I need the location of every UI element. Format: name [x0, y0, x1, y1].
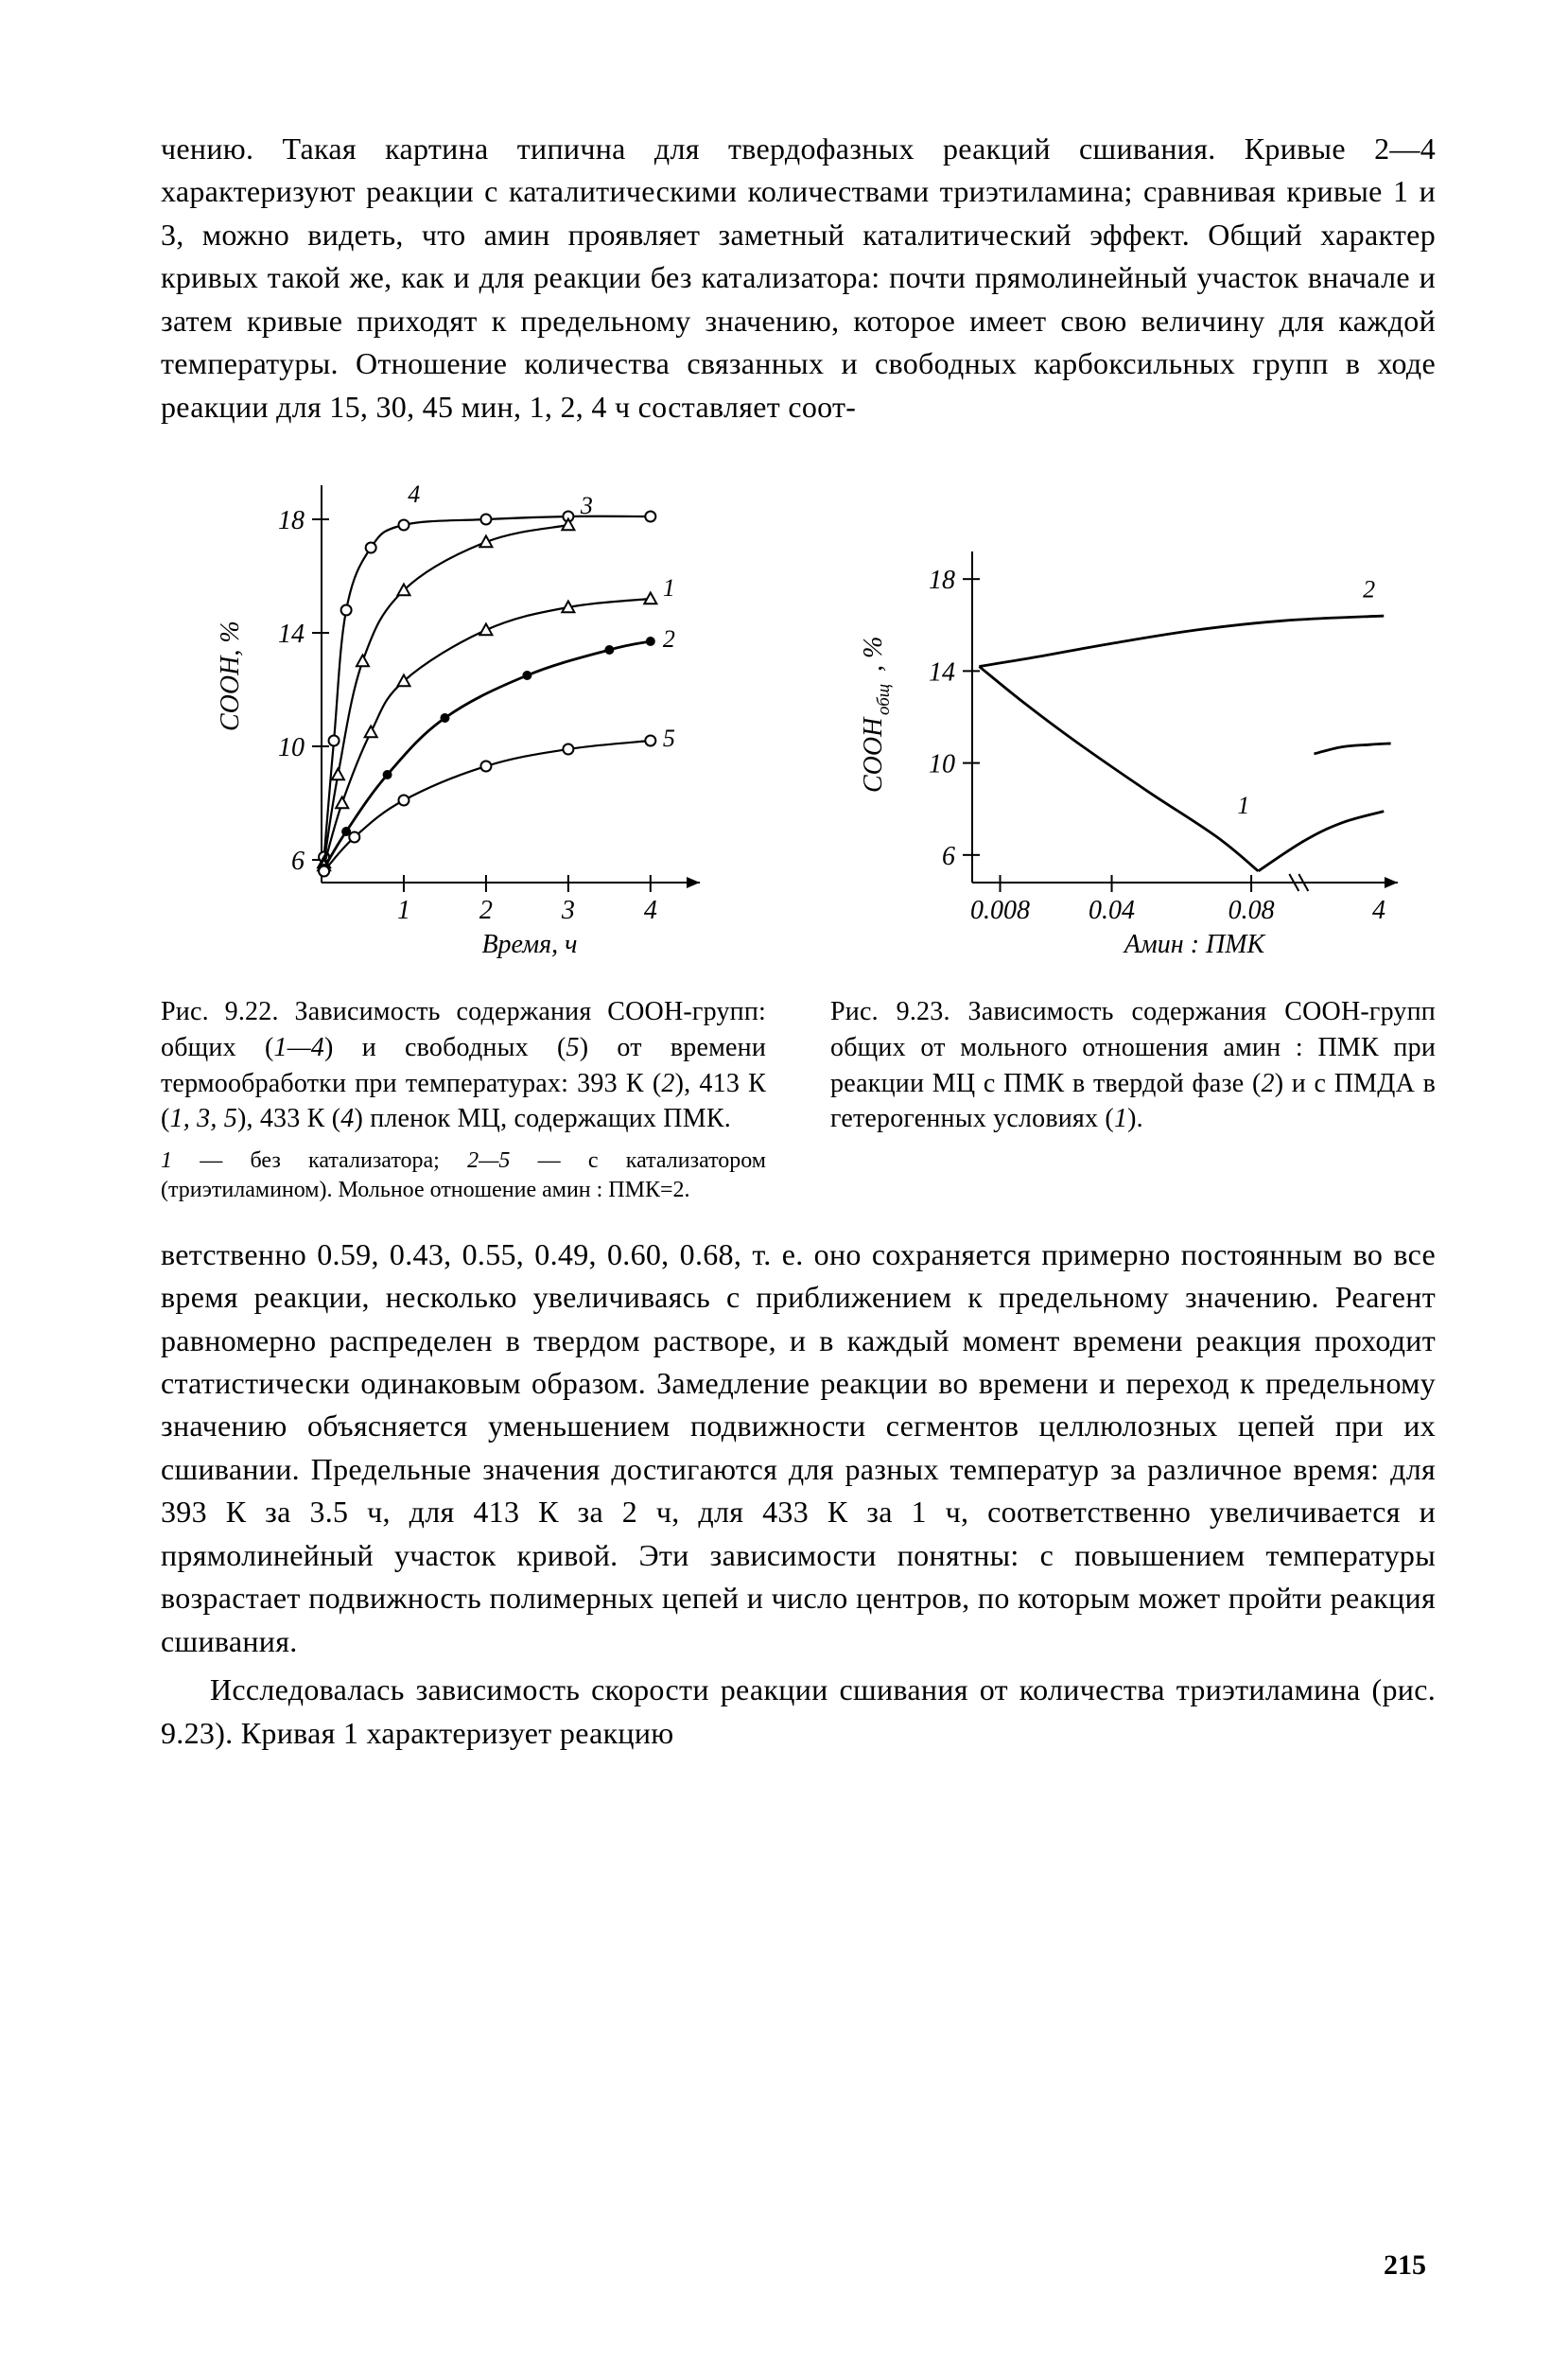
- chart-922: 6 10 14 18 1 2 3 4 СООН, % Время, ч 4 3 1 2 5: [199, 466, 728, 968]
- svg-text:4: 4: [644, 896, 657, 925]
- svg-text:2: 2: [663, 625, 675, 653]
- paragraph-mid: ветственно 0.59, 0.43, 0.55, 0.49, 0.60,…: [161, 1233, 1436, 1663]
- svg-text:14: 14: [929, 657, 955, 687]
- svg-text:1: 1: [663, 574, 675, 602]
- svg-text:общ: общ: [874, 684, 894, 715]
- svg-text:0.008: 0.008: [970, 896, 1030, 925]
- svg-text:18: 18: [929, 566, 955, 595]
- svg-text:2: 2: [1363, 576, 1375, 604]
- figure-923: 6 10 14 18 0.008 0.04 0.08 4 СООНобщ , % Амин : ПМ…: [830, 466, 1436, 1205]
- page: чению. Такая картина типична для твердоф…: [0, 0, 1568, 2362]
- svg-text:4: 4: [1372, 896, 1385, 925]
- figure-922: 6 10 14 18 1 2 3 4 СООН, % Время, ч 4 3 1 2 5 Рис. 9.2…: [161, 466, 766, 1205]
- paragraph-top: чению. Такая картина типична для твердоф…: [161, 128, 1436, 429]
- svg-text:10: 10: [278, 733, 305, 762]
- paragraph-end: Исследовалась зависимость скорости реакц…: [161, 1669, 1436, 1755]
- svg-text:Амин : ПМК: Амин : ПМК: [1123, 930, 1266, 959]
- svg-text:Время, ч: Время, ч: [481, 930, 577, 959]
- svg-text:1: 1: [397, 896, 410, 925]
- svg-text:0.04: 0.04: [1089, 896, 1135, 925]
- page-number: 215: [1384, 2246, 1426, 2286]
- svg-text:5: 5: [663, 725, 675, 752]
- svg-text:10: 10: [929, 750, 955, 779]
- svg-text:3: 3: [580, 492, 593, 519]
- svg-text:2: 2: [479, 896, 493, 925]
- svg-text:6: 6: [291, 847, 305, 876]
- fig922-caption: Рис. 9.22. Зависимость содержания СООН-г…: [161, 994, 766, 1137]
- svg-text:СООН, %: СООН, %: [216, 621, 245, 731]
- svg-text:СООН: СООН: [859, 716, 888, 793]
- svg-text:1: 1: [1237, 792, 1249, 819]
- svg-text:4: 4: [408, 481, 420, 508]
- fig923-caption: Рис. 9.23. Зависимость содержания СООН-г…: [830, 994, 1436, 1137]
- fig922-subcaption: 1 — без катализатора; 2—5 — с катализато…: [161, 1146, 766, 1204]
- svg-text:3: 3: [561, 896, 575, 925]
- svg-text:6: 6: [942, 842, 955, 871]
- svg-text:0.08: 0.08: [1228, 896, 1275, 925]
- chart-923: 6 10 14 18 0.008 0.04 0.08 4 СООНобщ , % Амин : ПМ…: [840, 533, 1426, 968]
- svg-text:14: 14: [278, 620, 305, 649]
- svg-text:, %: , %: [859, 637, 888, 672]
- svg-text:18: 18: [278, 506, 305, 535]
- figures-row: 61014181234СООН, %Время, ч43125 Рис. 9.2…: [161, 466, 1436, 1205]
